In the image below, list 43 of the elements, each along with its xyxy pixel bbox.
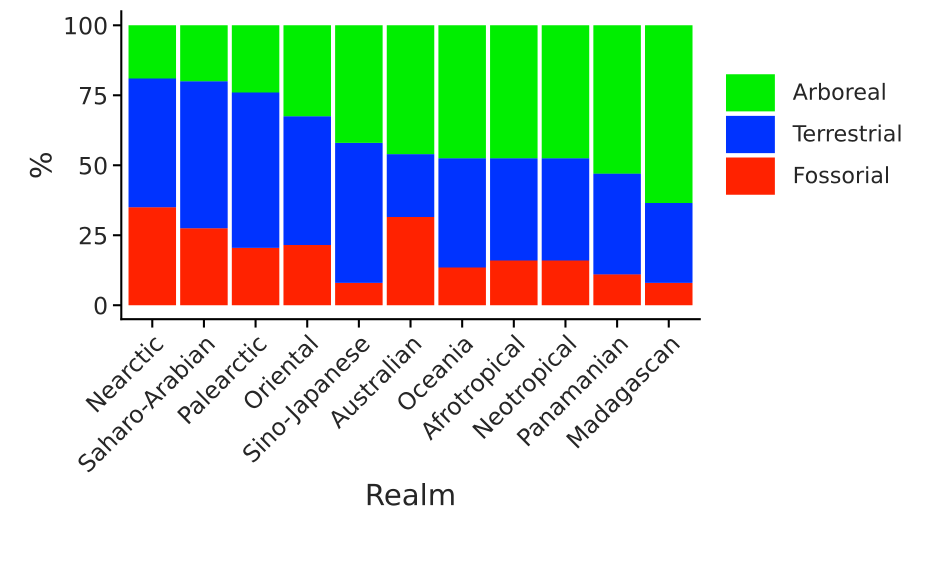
legend-label: Arboreal [792, 82, 885, 100]
y-tick-label: 25 [80, 226, 106, 245]
bar [386, 154, 434, 218]
y-tick-label: 50 [80, 156, 107, 175]
y-axis-title: % [30, 153, 52, 178]
bar [542, 25, 590, 158]
bar [386, 25, 434, 154]
bar [542, 158, 590, 260]
bar [490, 158, 538, 260]
bar [438, 267, 486, 306]
legend-label: Terrestrial [792, 124, 900, 142]
bar [283, 116, 331, 246]
bar [232, 248, 280, 306]
bar [232, 92, 280, 248]
bar [593, 25, 641, 174]
bar [128, 25, 176, 78]
bar [645, 203, 693, 283]
bar [490, 25, 538, 158]
bar [593, 274, 641, 306]
x-axis-title: Realm [368, 483, 454, 506]
bar [645, 25, 693, 204]
bar [490, 260, 538, 306]
bar [438, 158, 486, 268]
y-tick-label: 75 [80, 87, 106, 105]
bar [593, 174, 641, 274]
bar [128, 78, 176, 208]
bar [335, 282, 383, 306]
bar [180, 25, 228, 82]
bar [128, 207, 176, 306]
bar [232, 25, 280, 92]
bar [180, 81, 228, 228]
bar [180, 228, 228, 306]
bar [542, 260, 590, 306]
bar [335, 142, 383, 283]
bar [283, 25, 331, 116]
y-tick-label: 100 [66, 16, 107, 35]
bar [335, 25, 383, 143]
y-tick-label: 0 [94, 296, 107, 315]
bar [438, 25, 486, 158]
legend-label: Fossorial [794, 166, 888, 184]
bar [283, 245, 331, 306]
bar [645, 282, 693, 306]
bar [386, 217, 434, 306]
